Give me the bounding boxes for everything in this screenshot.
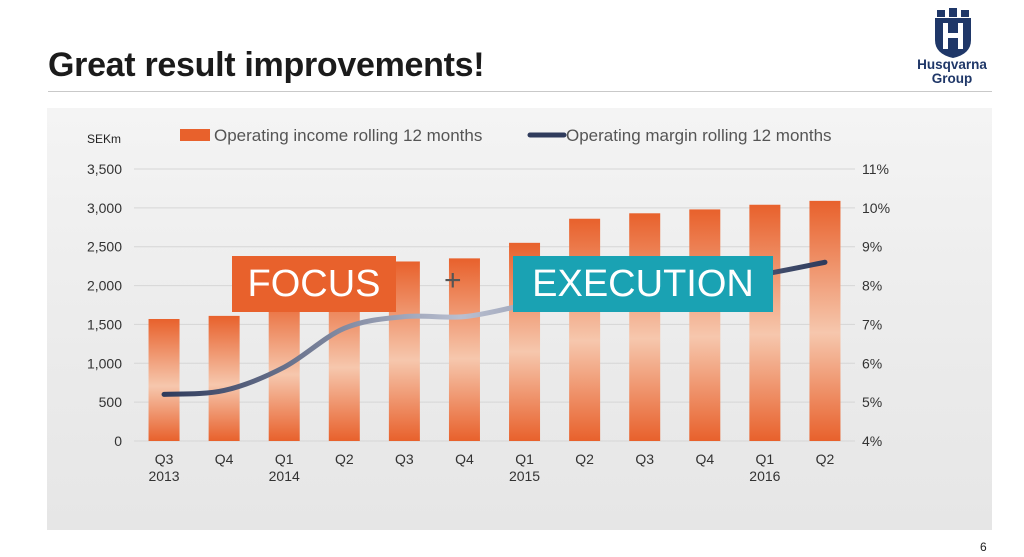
- y-left-tick-label: 500: [99, 394, 123, 410]
- legend-label-bars: Operating income rolling 12 months: [214, 126, 482, 145]
- unit-label: SEKm: [87, 132, 121, 146]
- x-tick-year-label: 2014: [269, 468, 300, 484]
- x-tick-label: Q3: [395, 451, 414, 467]
- legend-label-line: Operating margin rolling 12 months: [566, 126, 832, 145]
- execution-label-box: EXECUTION: [513, 256, 773, 312]
- x-tick-label: Q3: [635, 451, 654, 467]
- y-right-tick-label: 6%: [862, 355, 882, 371]
- x-tick-year-label: 2015: [509, 468, 540, 484]
- x-tick-label: Q1: [515, 451, 534, 467]
- y-right-tick-label: 10%: [862, 200, 890, 216]
- logo-text-line2: Group: [931, 71, 973, 86]
- title-divider: [48, 91, 992, 92]
- x-tick-label: Q2: [816, 451, 835, 467]
- x-tick-year-label: 2016: [749, 468, 780, 484]
- focus-label-box: FOCUS: [232, 256, 396, 312]
- y-right-tick-label: 4%: [862, 433, 882, 449]
- chart: 0 500 1,000 1,500 2,000 2,500 3,000 3,500 4% 5% 6%…: [87, 126, 890, 484]
- chart-panel: 0 500 1,000 1,500 2,000 2,500 3,000 3,500 4% 5% 6%…: [47, 108, 992, 530]
- y-left-tick-label: 2,500: [87, 239, 122, 255]
- x-tick-label: Q1: [275, 451, 294, 467]
- bar: [569, 218, 601, 441]
- bar: [148, 318, 180, 441]
- x-tick-label: Q1: [756, 451, 775, 467]
- y-left-tick-label: 1,000: [87, 355, 122, 371]
- y-left-tick-label: 1,500: [87, 316, 122, 332]
- legend-swatch-bars: [180, 129, 210, 141]
- y-left-tick-label: 2,000: [87, 278, 122, 294]
- y-left-tick-label: 0: [114, 433, 122, 449]
- bar: [689, 209, 721, 441]
- bar: [629, 213, 661, 441]
- y-left-tick-label: 3,500: [87, 161, 122, 177]
- y-left-tick-label: 3,000: [87, 200, 122, 216]
- x-tick-year-label: 2013: [148, 468, 179, 484]
- y-right-tick-label: 8%: [862, 278, 882, 294]
- x-tick-label: Q3: [155, 451, 174, 467]
- bar: [208, 315, 240, 441]
- focus-label: FOCUS: [247, 263, 381, 305]
- y-right-tick-label: 5%: [862, 394, 882, 410]
- x-tick-label: Q4: [455, 451, 474, 467]
- x-tick-label: Q4: [215, 451, 234, 467]
- y-right-tick-label: 11%: [862, 161, 889, 177]
- y-right-tick-label: 7%: [862, 316, 882, 332]
- x-tick-label: Q2: [575, 451, 594, 467]
- y-right-tick-label: 9%: [862, 239, 882, 255]
- x-tick-label: Q2: [335, 451, 354, 467]
- execution-label: EXECUTION: [532, 263, 754, 305]
- bar: [809, 200, 841, 441]
- bar: [749, 204, 781, 441]
- x-tick-label: Q4: [695, 451, 714, 467]
- page-number: 6: [980, 540, 987, 554]
- bar: [448, 258, 480, 441]
- husqvarna-logo-icon: [935, 8, 971, 58]
- plus-sign: +: [444, 264, 462, 297]
- slide-title: Great result improvements!: [48, 46, 485, 84]
- logo-text-line1: Husqvarna: [917, 57, 987, 72]
